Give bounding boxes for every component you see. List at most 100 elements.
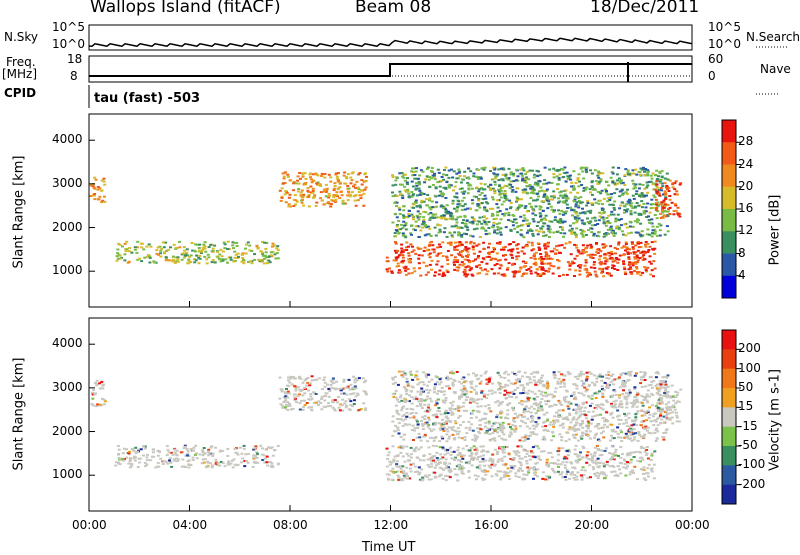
heatmap-cell [506, 185, 509, 187]
heatmap-cell [329, 176, 332, 178]
heatmap-cell [581, 476, 584, 478]
heatmap-cell [294, 199, 297, 201]
heatmap-cell [336, 401, 339, 403]
heatmap-cell [218, 258, 221, 260]
heatmap-cell [563, 383, 566, 385]
heatmap-cell [653, 477, 656, 479]
heatmap-cell [485, 233, 488, 235]
heatmap-cell [422, 425, 425, 427]
heatmap-cell [298, 402, 301, 404]
heatmap-cell [553, 375, 556, 377]
heatmap-cell [281, 187, 284, 189]
heatmap-cell [636, 218, 639, 220]
heatmap-cell [92, 185, 95, 187]
heatmap-cell [558, 260, 561, 262]
heatmap-cell [542, 436, 545, 438]
heatmap-cell [194, 445, 197, 447]
heatmap-cell [424, 211, 427, 213]
heatmap-cell [349, 177, 352, 179]
heatmap-cell [633, 399, 636, 401]
heatmap-cell [332, 194, 335, 196]
heatmap-cell [312, 391, 315, 393]
heatmap-cell [521, 458, 524, 460]
heatmap-cell [544, 247, 547, 249]
heatmap-cell [413, 267, 416, 269]
heatmap-cell [309, 383, 312, 385]
heatmap-cell [100, 201, 103, 203]
heatmap-cell [607, 371, 610, 373]
heatmap-cell [489, 208, 492, 210]
heatmap-cell [405, 266, 408, 268]
heatmap-cell [636, 392, 639, 394]
heatmap-cell [602, 463, 605, 465]
heatmap-cell [487, 227, 490, 229]
heatmap-cell [416, 456, 419, 458]
heatmap-cell [600, 471, 603, 473]
heatmap-cell [184, 255, 187, 257]
heatmap-cell [542, 196, 545, 198]
heatmap-cell [598, 259, 601, 261]
heatmap-cell [401, 172, 404, 174]
heatmap-cell [577, 251, 580, 253]
heatmap-cell [486, 270, 489, 272]
heatmap-cell [410, 453, 413, 455]
heatmap-cell [402, 209, 405, 211]
heatmap-cell [261, 260, 264, 262]
heatmap-cell [581, 208, 584, 210]
heatmap-cell [461, 264, 464, 266]
heatmap-cell [618, 195, 621, 197]
heatmap-cell [596, 249, 599, 251]
heatmap-cell [443, 215, 446, 217]
heatmap-cell [522, 261, 525, 263]
heatmap-cell [557, 221, 560, 223]
heatmap-cell [546, 412, 549, 414]
heatmap-cell [405, 424, 408, 426]
heatmap-cell [629, 221, 632, 223]
heatmap-cell [557, 471, 560, 473]
heatmap-cell [634, 258, 637, 260]
heatmap-cell [536, 371, 539, 373]
heatmap-cell [638, 195, 641, 197]
heatmap-cell [602, 427, 605, 429]
heatmap-cell [465, 399, 468, 401]
heatmap-cell [405, 412, 408, 414]
heatmap-cell [526, 245, 529, 247]
heatmap-cell [418, 436, 421, 438]
heatmap-cell [447, 418, 450, 420]
heatmap-cell [441, 176, 444, 178]
heatmap-cell [629, 226, 632, 228]
heatmap-cell [515, 179, 518, 181]
heatmap-cell [587, 451, 590, 453]
heatmap-cell [609, 245, 612, 247]
heatmap-cell [410, 408, 413, 410]
heatmap-cell [648, 464, 651, 466]
heatmap-cell [552, 426, 555, 428]
heatmap-cell [265, 461, 268, 463]
heatmap-cell [405, 393, 408, 395]
heatmap-cell [548, 182, 551, 184]
heatmap-cell [611, 445, 614, 447]
heatmap-cell [309, 186, 312, 188]
heatmap-cell [510, 180, 513, 182]
heatmap-cell [435, 264, 438, 266]
heatmap-cell [480, 392, 483, 394]
heatmap-cell [652, 173, 655, 175]
heatmap-cell [565, 440, 568, 442]
heatmap-cell [337, 396, 340, 398]
heatmap-cell [521, 178, 524, 180]
heatmap-cell [544, 439, 547, 441]
heatmap-cell [633, 173, 636, 175]
heatmap-cell [412, 207, 415, 209]
heatmap-cell [479, 446, 482, 448]
heatmap-cell [488, 243, 491, 245]
heatmap-cell [472, 430, 475, 432]
heatmap-cell [207, 451, 210, 453]
heatmap-cell [616, 183, 619, 185]
heatmap-cell [442, 217, 445, 219]
heatmap-cell [653, 253, 656, 255]
heatmap-cell [557, 450, 560, 452]
heatmap-cell [653, 450, 656, 452]
heatmap-cell [597, 171, 600, 173]
heatmap-cell [453, 451, 456, 453]
heatmap-cell [660, 179, 663, 181]
